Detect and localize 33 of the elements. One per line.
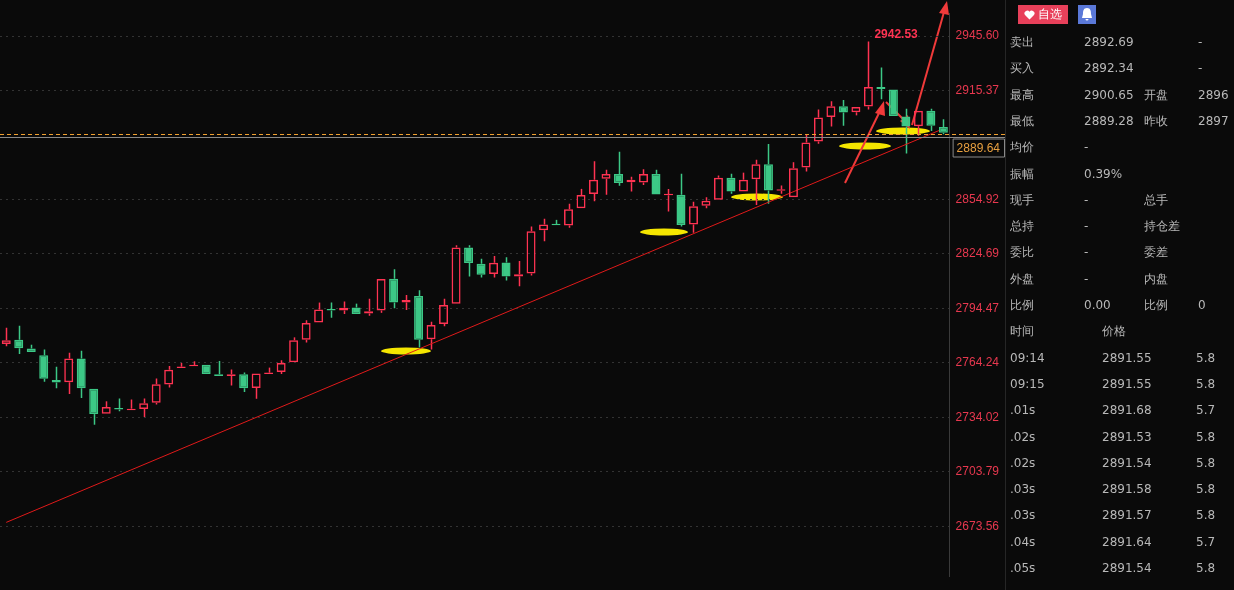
text: 比例 0.00 比例 0 [1010, 298, 1206, 312]
text: .05s 2891.54 5.8 [1010, 561, 1216, 575]
y-tick-label: 2824.69 [955, 246, 1000, 261]
annotation: 2942.53 [874, 26, 919, 41]
text: 买入 2892.34 - [1010, 61, 1203, 76]
y-tick-label: 2794.47 [955, 300, 1000, 315]
text: 外盘 - 内盘 [1010, 271, 1168, 286]
y-tick-label: 2734.02 [955, 409, 1000, 424]
text: 现手 - 总手 [1010, 192, 1168, 207]
text: .02s 2891.53 5.8 [1010, 429, 1216, 444]
text: 卖出 2892.69 - [1010, 35, 1203, 49]
text: .03s 2891.57 5.8 [1010, 508, 1216, 523]
text: 时间 价格 [1010, 324, 1126, 339]
text: 均价 - [1010, 140, 1089, 155]
y-tick-label: 2673.56 [955, 518, 1000, 533]
y-tick-label: 2945.60 [955, 28, 1000, 43]
ref-line-label: 2889.64 [956, 140, 1001, 155]
text: 总持 - 持仓差 [1010, 219, 1180, 234]
text: .04s 2891.64 5.7 [1010, 534, 1216, 549]
text: 09:15 2891.55 5.8 [1010, 376, 1216, 391]
text: 振幅 0.39% [1010, 166, 1123, 181]
text: 最高 2900.65 开盘 2896 [1010, 87, 1229, 102]
text: 委比 - 委差 [1010, 245, 1168, 260]
text: 最低 2889.28 昨收 2897 [1010, 113, 1229, 128]
text: 自选 [1038, 6, 1062, 23]
text: 09:14 2891.55 5.8 [1010, 350, 1216, 365]
y-tick-label: 2703.79 [955, 464, 1000, 479]
text: .02s 2891.54 5.8 [1010, 455, 1216, 470]
y-tick-label: 2764.24 [955, 355, 1000, 370]
text: .03s 2891.58 5.8 [1010, 482, 1216, 497]
y-tick-label: 2854.92 [955, 191, 1000, 206]
text: .01s 2891.68 5.7 [1010, 403, 1216, 418]
y-tick-label: 2915.37 [955, 82, 1000, 97]
